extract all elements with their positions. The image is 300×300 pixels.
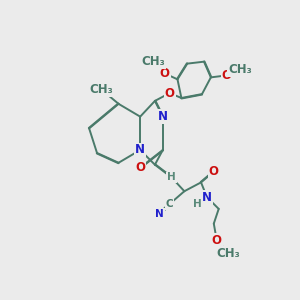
Text: O: O	[165, 87, 175, 100]
Text: CH₃: CH₃	[217, 247, 240, 260]
Text: N: N	[135, 143, 145, 157]
Text: O: O	[160, 67, 170, 80]
Text: O: O	[222, 69, 232, 82]
Text: N: N	[202, 190, 212, 204]
Text: C: C	[166, 199, 173, 209]
Text: CH₃: CH₃	[141, 55, 165, 68]
Text: O: O	[135, 161, 145, 174]
Text: N: N	[155, 209, 164, 219]
Text: CH₃: CH₃	[228, 63, 252, 76]
Text: N: N	[158, 110, 168, 123]
Text: O: O	[212, 234, 222, 247]
Text: H: H	[193, 199, 202, 209]
Text: CH₃: CH₃	[89, 82, 113, 96]
Text: O: O	[209, 165, 219, 178]
Text: H: H	[167, 172, 176, 182]
